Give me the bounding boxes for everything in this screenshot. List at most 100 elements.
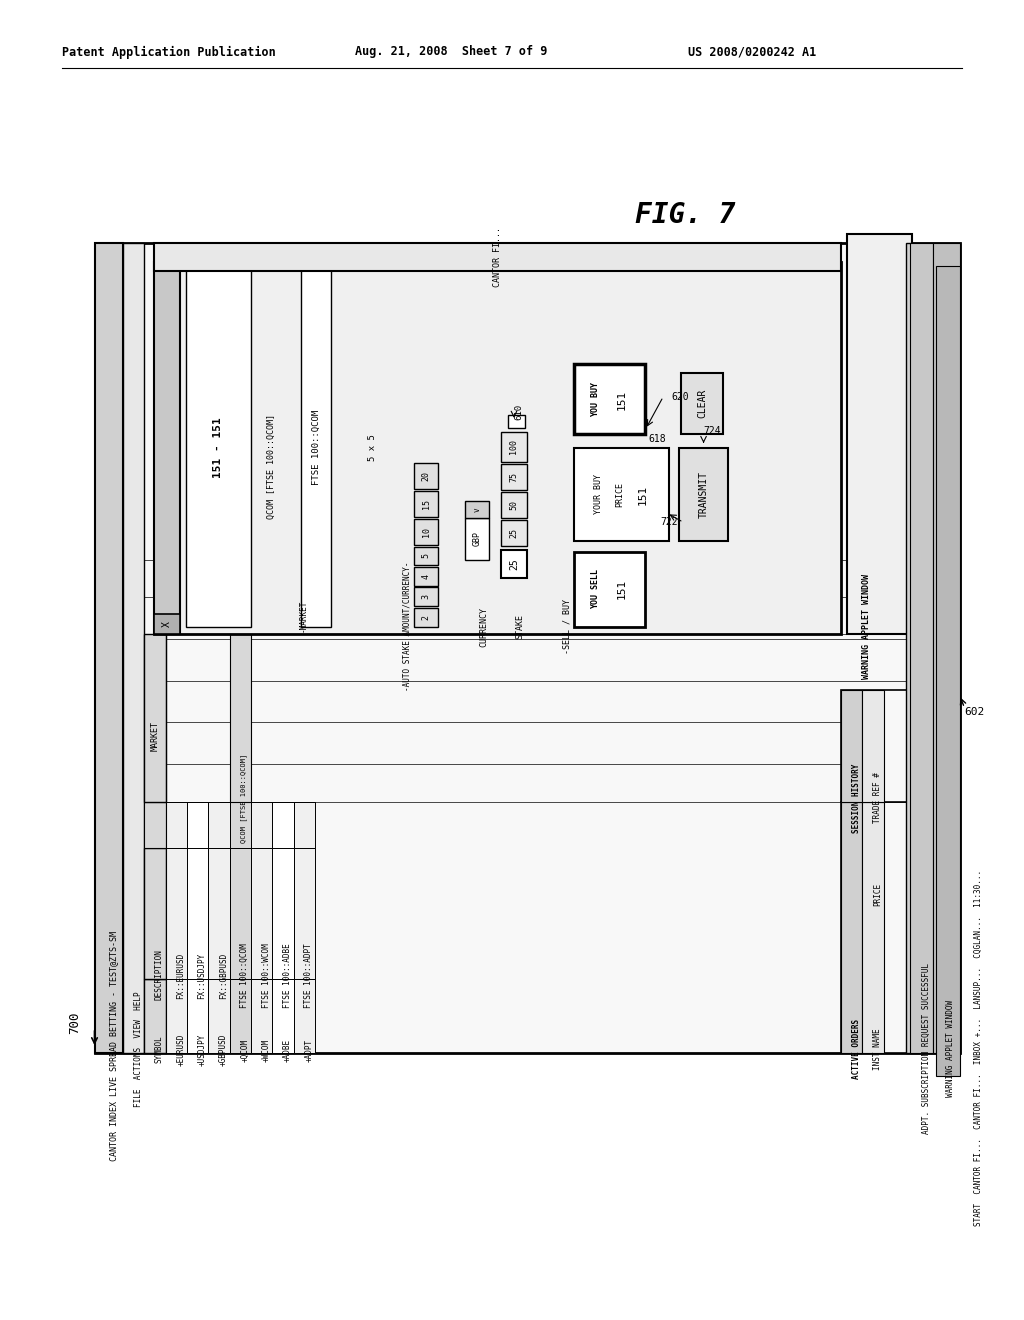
Bar — [154, 243, 841, 271]
Text: 25: 25 — [509, 558, 519, 570]
Text: FX::GBPUSD: FX::GBPUSD — [219, 953, 228, 999]
Text: 25: 25 — [510, 528, 518, 537]
Bar — [934, 243, 959, 1053]
Text: +GBPUSD: +GBPUSD — [219, 1034, 228, 1067]
Text: FTSE 100::QCOM: FTSE 100::QCOM — [241, 944, 249, 1008]
Text: 724: 724 — [703, 425, 721, 436]
Bar — [841, 690, 959, 801]
Bar — [154, 261, 841, 634]
Text: SYMBOL: SYMBOL — [155, 1035, 164, 1063]
Bar — [272, 801, 294, 849]
Bar — [294, 801, 315, 849]
Text: FTSE 100::WCOM: FTSE 100::WCOM — [261, 944, 270, 1008]
Bar — [415, 491, 438, 516]
Text: CANTOR INDEX LIVE SPREAD BETTING - TEST@ZTS-SM: CANTOR INDEX LIVE SPREAD BETTING - TEST@… — [109, 931, 118, 1160]
Bar — [301, 269, 332, 627]
Bar — [681, 374, 723, 434]
Text: YOU SELL: YOU SELL — [591, 569, 600, 610]
Bar — [841, 690, 862, 801]
Text: 5: 5 — [422, 553, 431, 558]
Text: SESSION HISTORY: SESSION HISTORY — [852, 763, 860, 833]
Text: 20: 20 — [422, 471, 431, 480]
Text: FTSE 100::ADBE: FTSE 100::ADBE — [283, 944, 292, 1008]
Text: CURRENCY: CURRENCY — [479, 607, 488, 647]
Bar — [847, 234, 912, 634]
Bar — [862, 801, 884, 1053]
Bar — [154, 261, 180, 634]
Text: 4: 4 — [422, 574, 431, 578]
Text: YOU BUY: YOU BUY — [591, 381, 600, 417]
Text: 50: 50 — [510, 500, 518, 510]
Text: QCOM [FTSE 100::QCOM]: QCOM [FTSE 100::QCOM] — [241, 754, 247, 843]
Text: Patent Application Publication: Patent Application Publication — [62, 45, 275, 58]
Bar — [415, 609, 438, 627]
Bar — [251, 801, 272, 849]
Text: +ADBE: +ADBE — [283, 1039, 292, 1061]
Bar — [187, 801, 208, 849]
Bar — [272, 978, 294, 1053]
Bar — [208, 801, 229, 849]
Bar — [154, 614, 180, 634]
Bar — [415, 463, 438, 488]
Text: INST NAME: INST NAME — [873, 1028, 882, 1071]
Text: 5 x 5: 5 x 5 — [369, 434, 378, 461]
Text: PRICE: PRICE — [615, 482, 624, 507]
Bar — [906, 243, 959, 1053]
Bar — [166, 849, 187, 978]
Bar — [166, 801, 187, 849]
Text: 610: 610 — [514, 404, 523, 420]
Bar — [574, 364, 645, 434]
Text: TRADE REF #: TRADE REF # — [873, 772, 882, 824]
Text: X: X — [162, 620, 172, 627]
Text: GBP: GBP — [473, 531, 481, 545]
Text: FIG. 7: FIG. 7 — [635, 201, 735, 228]
Text: +USDJPY: +USDJPY — [198, 1034, 207, 1067]
Bar — [294, 978, 315, 1053]
Bar — [508, 416, 524, 428]
Text: FTSE 100::ADPT: FTSE 100::ADPT — [304, 944, 313, 1008]
Text: -AUTO STAKE AMOUNT/CURRENCY-: -AUTO STAKE AMOUNT/CURRENCY- — [402, 562, 412, 692]
Bar — [862, 690, 884, 801]
Bar — [144, 978, 166, 1053]
Text: 2: 2 — [422, 615, 431, 620]
Text: +WCOM: +WCOM — [261, 1039, 270, 1061]
Bar — [94, 243, 123, 1053]
Bar — [208, 849, 229, 978]
Text: 10: 10 — [422, 527, 431, 537]
Text: ACTIVE ORDERS: ACTIVE ORDERS — [852, 1019, 860, 1080]
Text: CLEAR: CLEAR — [697, 388, 708, 418]
Bar — [185, 269, 251, 627]
Text: FILE  ACTIONS  VIEW  HELP: FILE ACTIONS VIEW HELP — [133, 991, 142, 1107]
Text: FX::USDJPY: FX::USDJPY — [198, 953, 207, 999]
Bar — [936, 267, 959, 1076]
Text: 3: 3 — [422, 594, 431, 599]
Text: MARKET: MARKET — [151, 722, 160, 751]
Text: PRICE: PRICE — [873, 883, 882, 907]
Text: 700: 700 — [68, 1011, 81, 1035]
Bar — [841, 801, 862, 1053]
Bar — [415, 568, 438, 586]
Bar — [144, 849, 166, 978]
Bar — [166, 978, 187, 1053]
Text: 151: 151 — [638, 484, 648, 504]
Bar — [679, 447, 728, 541]
Text: Aug. 21, 2008  Sheet 7 of 9: Aug. 21, 2008 Sheet 7 of 9 — [355, 45, 548, 58]
Bar — [123, 243, 144, 1053]
Bar — [251, 849, 272, 978]
Bar — [272, 849, 294, 978]
Text: +EURUSD: +EURUSD — [176, 1034, 185, 1067]
Text: DESCRIPTION: DESCRIPTION — [155, 949, 164, 1001]
Bar — [574, 552, 645, 627]
Bar — [251, 978, 272, 1053]
Bar — [294, 849, 315, 978]
Bar — [187, 849, 208, 978]
Text: 620: 620 — [672, 392, 689, 401]
Text: v: v — [473, 507, 481, 512]
Text: 15: 15 — [422, 499, 431, 508]
Bar — [465, 500, 489, 517]
Text: YOUR BUY: YOUR BUY — [594, 474, 602, 515]
Text: CANTOR FI...: CANTOR FI... — [493, 227, 502, 286]
Bar — [501, 432, 527, 462]
Bar — [501, 463, 527, 490]
Bar — [229, 801, 251, 849]
